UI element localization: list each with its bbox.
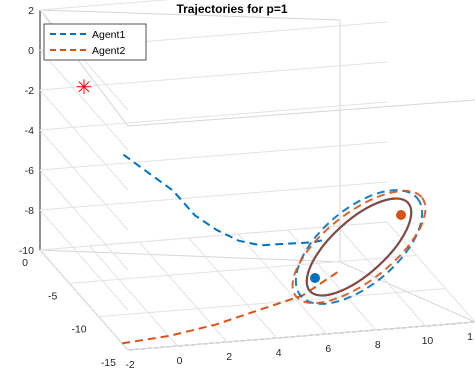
y-tick-label-1: -5	[48, 290, 57, 302]
grid-lines	[39, 0, 475, 351]
grid-line-z-4	[39, 169, 129, 271]
z-axis-ticks: 2 0 -2 -4 -6 -8 -10	[19, 5, 34, 257]
x-tick-label-2: 2	[226, 351, 232, 363]
z-tick-label-4: -6	[25, 165, 34, 177]
grid-line-zb-0	[39, 0, 171, 11]
grid-line-zb-3	[39, 101, 388, 131]
x-tick-label-7: 1	[467, 331, 473, 343]
axes-box	[39, 9, 475, 351]
grid-line-y-2	[98, 288, 446, 318]
grid-line-x-2	[188, 237, 278, 339]
agent2-endpoint-marker	[396, 210, 406, 220]
x-axis-ticks: -2 0 2 4 6 8 10 1	[125, 331, 473, 371]
y-tick-label-2: -10	[71, 324, 86, 336]
z-tick-label-2: -2	[25, 85, 34, 97]
grid-line-x-3	[237, 233, 327, 335]
y-tick-label-3: -15	[101, 357, 116, 369]
chart-title: Trajectories for p=1	[176, 2, 287, 16]
agent1-endpoint-marker	[310, 273, 320, 283]
legend-agent1-label: Agent1	[92, 29, 125, 41]
grid-line-z-2	[39, 89, 129, 191]
series-layer	[121, 153, 342, 345]
grid-line-zb-2	[39, 61, 388, 91]
ellipse-overlay	[291, 189, 427, 305]
legend: Agent1 Agent2	[43, 23, 147, 61]
x-tick-label-0: -2	[125, 359, 134, 371]
grid-line-x-7	[39, 249, 129, 351]
grid-line-y-1	[69, 254, 417, 284]
grid-line-x-0	[89, 245, 178, 347]
x-tick-label-3: 4	[276, 347, 282, 359]
grid-line-y-3	[127, 321, 475, 351]
x-tick-label-1: 0	[177, 355, 183, 367]
grid-line-x-4	[287, 229, 377, 331]
grid-line-zb-4	[39, 141, 388, 171]
grid-line-x-5	[337, 225, 426, 327]
z-tick-label-0: 2	[28, 5, 34, 17]
z-tick-label-3: -4	[25, 125, 34, 137]
y-tick-label-0: 0	[22, 257, 28, 269]
series-line-agent2	[121, 269, 342, 345]
series-line-agent1	[122, 153, 324, 247]
grid-line-z-3	[39, 129, 129, 231]
legend-agent2-label: Agent2	[92, 45, 125, 57]
z-tick-label-1: 0	[28, 45, 34, 57]
target-star-marker: ✳	[76, 75, 93, 99]
z-tick-label-5: -8	[25, 205, 34, 217]
x-tick-label-5: 8	[375, 339, 381, 351]
x-tick-label-4: 6	[325, 343, 331, 355]
grid-line-z-5	[39, 209, 129, 311]
grid-line-zb-5	[39, 181, 388, 211]
y-axis-ticks: 0 -5 -10 -15	[22, 257, 116, 369]
x-tick-label-6: 10	[422, 335, 434, 347]
grid-line-x-6	[386, 221, 475, 323]
grid-line-y-0	[39, 221, 388, 251]
grid-line-z-1	[39, 49, 129, 151]
z-tick-label-6: -10	[19, 245, 34, 257]
